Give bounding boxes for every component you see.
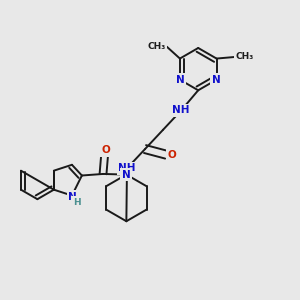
Text: NH: NH <box>118 164 136 173</box>
Text: CH₃: CH₃ <box>235 52 254 62</box>
Text: O: O <box>101 145 110 155</box>
Text: N: N <box>68 192 77 202</box>
Text: O: O <box>167 150 176 160</box>
Text: H: H <box>73 198 80 207</box>
Text: N: N <box>122 169 131 180</box>
Text: N: N <box>176 75 184 85</box>
Text: CH₃: CH₃ <box>147 42 166 51</box>
Text: NH: NH <box>172 106 190 116</box>
Text: N: N <box>212 75 221 85</box>
